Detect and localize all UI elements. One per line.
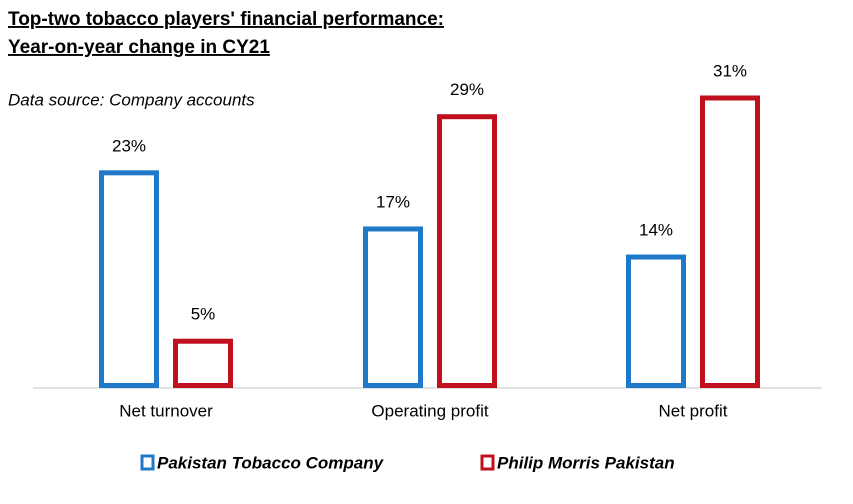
data-label: 29% xyxy=(450,80,484,99)
bar xyxy=(437,114,497,388)
bar xyxy=(626,254,686,388)
legend-label: Pakistan Tobacco Company xyxy=(157,453,385,472)
chart-subtitle: Data source: Company accounts xyxy=(8,90,255,109)
bar xyxy=(363,226,423,388)
bar xyxy=(700,95,760,388)
x-tick-label: Net turnover xyxy=(119,401,213,420)
data-label: 31% xyxy=(713,61,747,80)
chart-title: Top-two tobacco players' financial perfo… xyxy=(8,9,444,30)
legend-swatch xyxy=(140,454,155,471)
bar xyxy=(173,338,233,388)
x-tick-label: Operating profit xyxy=(371,401,488,420)
data-label: 23% xyxy=(112,136,146,155)
data-label: 17% xyxy=(376,192,410,211)
bar xyxy=(99,170,159,388)
legend-swatch xyxy=(480,454,495,471)
x-tick-label: Net profit xyxy=(659,401,728,420)
legend-label: Philip Morris Pakistan xyxy=(497,453,675,472)
data-label: 5% xyxy=(191,305,216,324)
data-label: 14% xyxy=(639,221,673,240)
chart-title: Year-on-year change in CY21 xyxy=(8,37,270,58)
